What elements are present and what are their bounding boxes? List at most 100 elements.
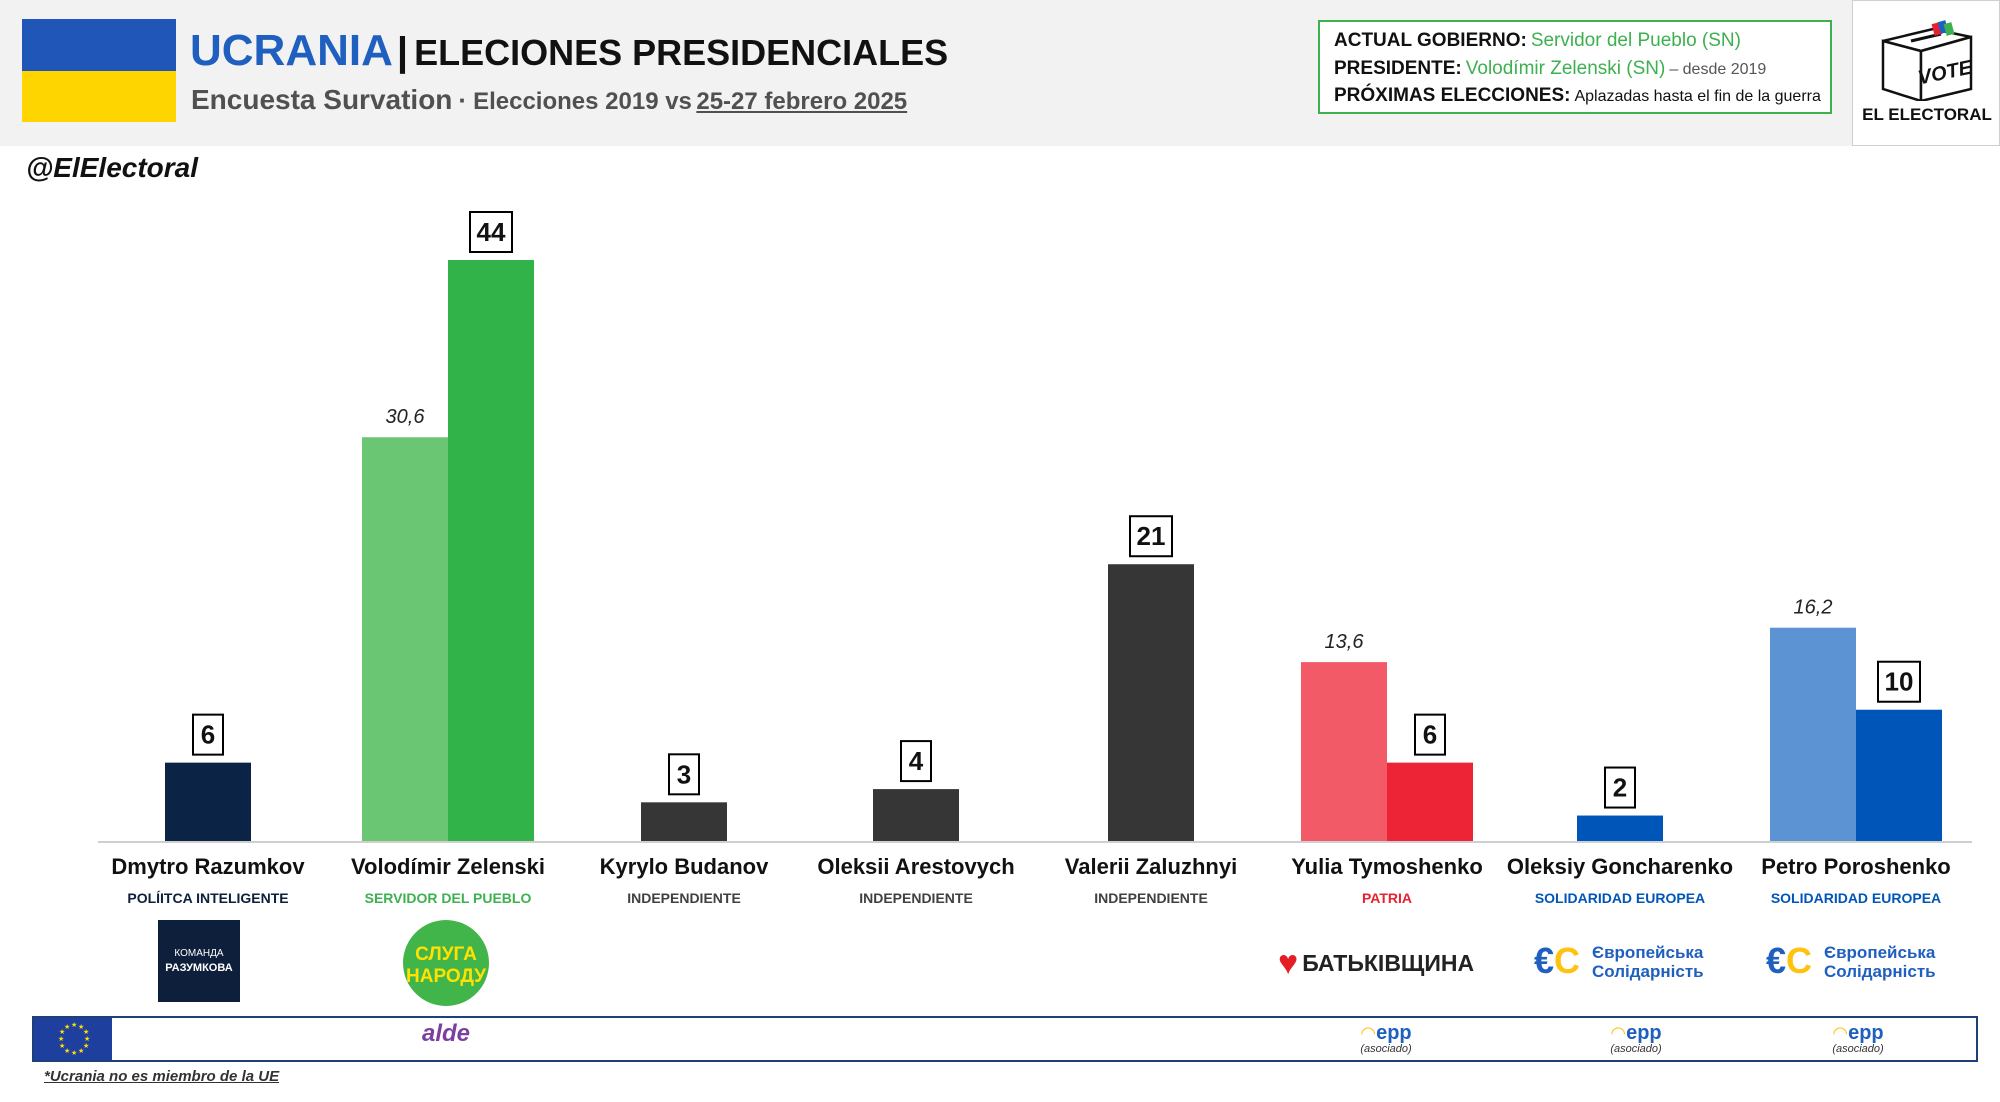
komanda-logo-line2: РАЗУМКОВА [165, 962, 233, 974]
european-solidarity-logo: €C Європейська Солідарність [1534, 940, 1714, 984]
bar-2025-6 [1577, 815, 1663, 842]
party-name: POLÍITCA INTELIGENTE [127, 890, 289, 906]
svg-text:★: ★ [71, 1021, 77, 1029]
epp-logo: ◠epp (asociado) [1832, 1022, 1884, 1055]
value-label-box-2025-0 [192, 713, 224, 756]
el-electoral-logo: VOTE EL ELECTORAL [1852, 0, 2000, 146]
batkivshchyna-logo: ♥ БАТЬКІВЩИНА [1278, 944, 1474, 983]
epp-note: (asociado) [1360, 1043, 1412, 1055]
footnote: *Ucrania no es miembro de la UE [44, 1068, 280, 1085]
value-label-2025-7: 10 [1885, 667, 1914, 697]
es-mark-icon: €C [1766, 940, 1813, 981]
epp-logo-text: epp [1626, 1022, 1662, 1044]
eu-affiliation-bar: ★ ★ ★ ★ ★ ★ ★ ★ ★ ★ ★ ★ [32, 1016, 1978, 1062]
komanda-razumkova-logo: КОМАНДА РАЗУМКОВА [158, 920, 240, 1002]
bar-2025-4 [1108, 564, 1194, 842]
value-label-2019-5: 13,6 [1325, 631, 1365, 653]
bar-2025-2 [641, 802, 727, 842]
president-value: Volodímir Zelenski (SN) [1465, 58, 1666, 79]
bar-2025-7 [1856, 709, 1942, 842]
bar-2025-0 [165, 762, 251, 842]
value-label-box-2025-2 [668, 753, 700, 796]
party-name: SERVIDOR DEL PUEBLO [364, 890, 532, 906]
candidate-name: Valerii Zaluzhnyi [1064, 854, 1238, 879]
party-name: INDEPENDIENTE [1094, 890, 1208, 906]
candidate-name: Kyrylo Budanov [599, 854, 769, 879]
party-name: INDEPENDIENTE [859, 890, 973, 906]
sluha-narodu-logo: СЛУГА НАРОДУ [403, 920, 489, 1006]
chart-bars [165, 260, 1942, 842]
party-name: SOLIDARIDAD EUROPEA [1770, 890, 1942, 906]
header-banner: UCRANIA | ELECIONES PRESIDENCIALES Encuest… [0, 0, 2000, 146]
subtitle-separator: · [458, 85, 468, 115]
logo-name: EL ELECTORAL [1862, 105, 1992, 124]
candidate-name: Oleksiy Goncharenko [1506, 854, 1734, 879]
value-label-2025-5: 6 [1423, 720, 1437, 750]
svg-text:★: ★ [59, 1028, 65, 1036]
value-label-box-2025-5 [1414, 713, 1446, 756]
sluha-logo-line2: НАРОДУ [406, 966, 486, 987]
social-handle: @ElElectoral [26, 152, 199, 183]
svg-text:★: ★ [64, 1047, 70, 1055]
value-label-2025-6: 2 [1613, 773, 1627, 803]
epp-note: (asociado) [1610, 1043, 1662, 1055]
candidate-name: Yulia Tymoshenko [1291, 854, 1483, 879]
bar-2025-1 [448, 260, 534, 842]
svg-text:★: ★ [83, 1028, 89, 1036]
value-label-2025-0: 6 [201, 720, 215, 750]
sluha-logo-line1: СЛУГА [415, 944, 477, 965]
party-name: INDEPENDIENTE [627, 890, 741, 906]
epp-logo-text: epp [1848, 1022, 1884, 1044]
next-election-value: Aplazadas hasta el fin de la guerra [1574, 88, 1821, 105]
comparison-text: Elecciones 2019 vs [473, 88, 692, 115]
government-label: ACTUAL GOBIERNO: [1334, 30, 1527, 51]
svg-text:★: ★ [84, 1035, 90, 1043]
svg-text:★: ★ [59, 1042, 65, 1050]
next-election-label: PRÓXIMAS ELECCIONES: [1334, 85, 1571, 106]
candidate-name: Dmytro Razumkov [111, 854, 305, 879]
next-election-row: PRÓXIMAS ELECCIONES: Aplazadas hasta el f… [1334, 85, 1821, 107]
value-label-box-2025-7 [1877, 660, 1921, 703]
es-logo-line1: Європейська [1824, 943, 1936, 962]
alde-logo: alde [421, 1020, 471, 1047]
chart-value-labels: 6 30,6 44 3 4 21 13,6 6 2 16,2 10 [192, 211, 1921, 809]
svg-text:★: ★ [71, 1049, 77, 1057]
es-mark-icon: €C [1534, 940, 1581, 981]
candidate-name: Volodímir Zelenski [351, 854, 545, 879]
value-label-2019-1: 30,6 [386, 406, 426, 428]
government-value: Servidor del Pueblo (SN) [1530, 30, 1741, 51]
svg-text:★: ★ [83, 1042, 89, 1050]
title-separator: | [396, 30, 409, 74]
title-line: UCRANIA | ELECIONES PRESIDENCIALES [190, 26, 948, 76]
party-name: SOLIDARIDAD EUROPEA [1534, 890, 1706, 906]
pollster-name: Encuesta Survation [191, 84, 453, 115]
bar-2019-7 [1770, 627, 1856, 842]
svg-text:★: ★ [78, 1023, 84, 1031]
country-name: UCRANIA [190, 26, 393, 75]
epp-note: (asociado) [1832, 1043, 1884, 1055]
value-label-box-2025-4 [1129, 515, 1173, 558]
ballot-box-icon: VOTE [1881, 20, 1975, 103]
president-row: PRESIDENTE: Volodímir Zelenski (SN) – desd… [1334, 58, 1766, 80]
government-info-box: ACTUAL GOBIERNO: Servidor del Pueblo (SN)… [1318, 20, 1832, 114]
epp-logo: ◠epp (asociado) [1610, 1022, 1662, 1055]
value-label-2025-1: 44 [477, 217, 506, 247]
bar-2019-5 [1301, 662, 1387, 842]
candidate-name: Petro Poroshenko [1761, 854, 1951, 879]
bar-2025-5 [1387, 762, 1473, 842]
party-name: PATRIA [1361, 890, 1413, 906]
es-logo-line2: Солідарність [1592, 962, 1704, 981]
es-logo-line2: Солідарність [1824, 962, 1936, 981]
bar-2025-3 [873, 789, 959, 842]
candidate-name: Oleksii Arestovych [817, 854, 1015, 879]
value-label-box-2025-6 [1604, 766, 1636, 809]
bar-2019-1 [362, 437, 448, 842]
page-title: ELECIONES PRESIDENCIALES [414, 32, 949, 73]
subtitle-line: Encuesta Survation · Elecciones 2019 vs 25… [191, 84, 907, 116]
ukraine-flag-icon [22, 19, 176, 122]
value-label-2025-3: 4 [909, 746, 924, 776]
poll-dates: 25-27 febrero 2025 [696, 88, 908, 115]
value-label-box-2025-3 [900, 740, 932, 783]
epp-logo-text: epp [1376, 1022, 1412, 1044]
svg-text:★: ★ [58, 1035, 64, 1043]
